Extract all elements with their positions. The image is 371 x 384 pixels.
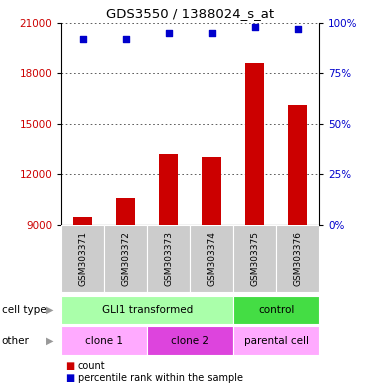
Bar [61, 225, 104, 292]
Point [123, 36, 129, 42]
Bar [233, 225, 276, 292]
Text: GSM303376: GSM303376 [293, 231, 302, 286]
Text: control: control [258, 305, 294, 315]
Text: percentile rank within the sample: percentile rank within the sample [78, 373, 243, 383]
Bar [233, 296, 319, 324]
Bar [116, 198, 135, 225]
Point [80, 36, 86, 42]
Text: GSM303372: GSM303372 [121, 231, 130, 286]
Point [166, 30, 172, 36]
Text: other: other [2, 336, 30, 346]
Point [252, 24, 257, 30]
Bar [276, 225, 319, 292]
Text: ■: ■ [65, 373, 74, 383]
Text: GSM303371: GSM303371 [78, 231, 87, 286]
Text: parental cell: parental cell [244, 336, 309, 346]
Text: GLI1 transformed: GLI1 transformed [102, 305, 193, 315]
Bar [73, 217, 92, 225]
Bar [190, 225, 233, 292]
Bar [104, 225, 147, 292]
Text: clone 1: clone 1 [85, 336, 123, 346]
Bar [202, 157, 221, 225]
Bar [147, 326, 233, 355]
Bar [245, 63, 264, 225]
Text: GSM303374: GSM303374 [207, 231, 216, 286]
Bar [159, 154, 178, 225]
Bar [233, 326, 319, 355]
Text: GSM303373: GSM303373 [164, 231, 173, 286]
Text: GSM303375: GSM303375 [250, 231, 259, 286]
Bar [61, 326, 147, 355]
Text: clone 2: clone 2 [171, 336, 209, 346]
Text: count: count [78, 361, 105, 371]
Point [209, 30, 214, 36]
Bar [147, 225, 190, 292]
Text: ▶: ▶ [46, 336, 54, 346]
Text: ■: ■ [65, 361, 74, 371]
Point [295, 26, 301, 32]
Text: cell type: cell type [2, 305, 46, 315]
Bar [61, 296, 233, 324]
Bar [288, 105, 307, 225]
Text: ▶: ▶ [46, 305, 54, 315]
Title: GDS3550 / 1388024_s_at: GDS3550 / 1388024_s_at [106, 7, 274, 20]
